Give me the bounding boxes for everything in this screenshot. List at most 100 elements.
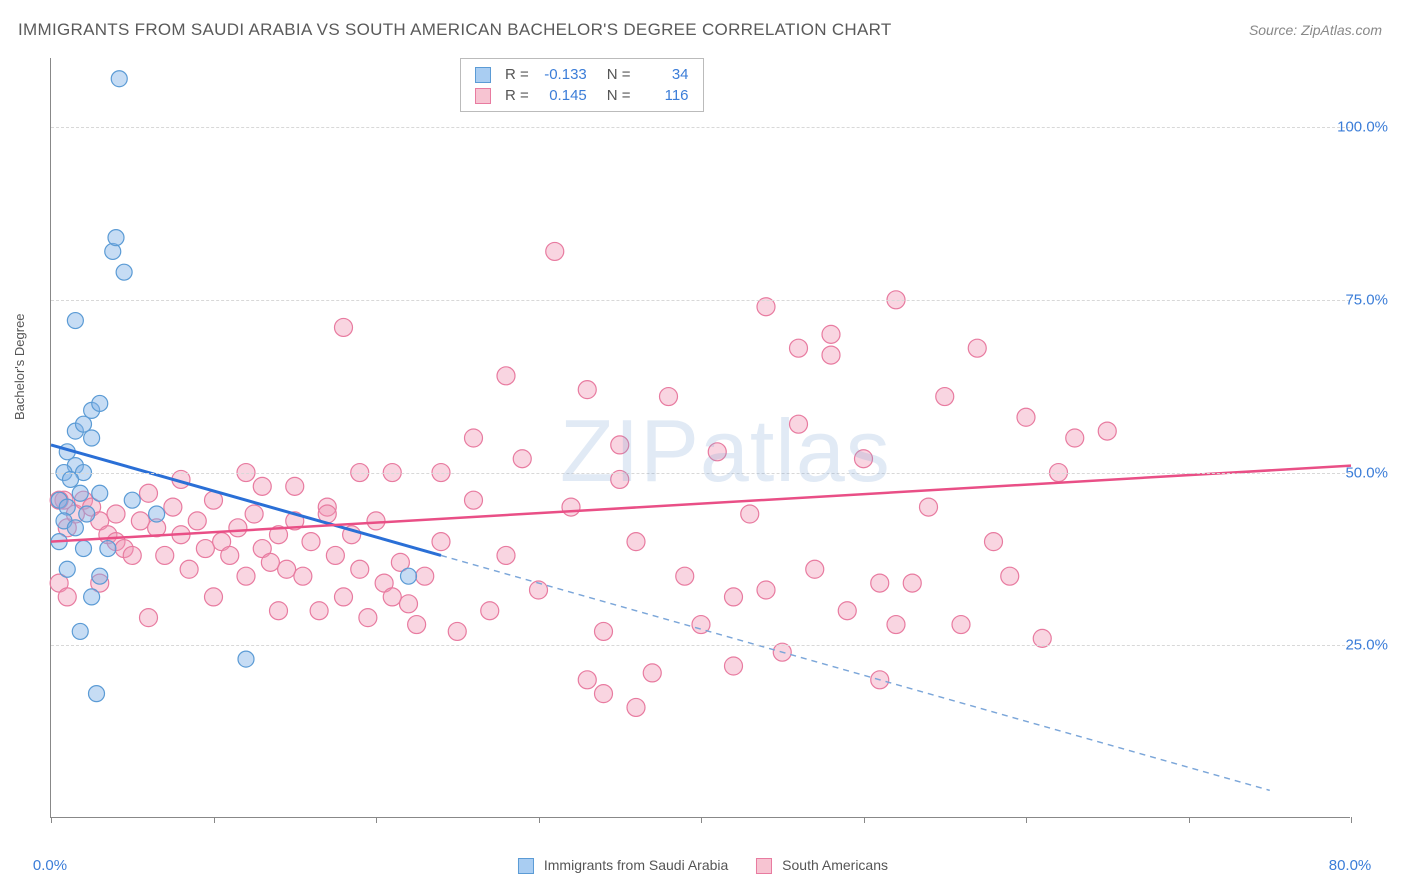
south_american-point — [465, 429, 483, 447]
south_american-point — [725, 588, 743, 606]
gridline — [51, 300, 1350, 301]
south_american-point — [278, 560, 296, 578]
south_american-point — [920, 498, 938, 516]
legend-item: Immigrants from Saudi Arabia — [518, 857, 728, 874]
gridline — [51, 127, 1350, 128]
south_american-point — [286, 477, 304, 495]
south_american-point — [497, 367, 515, 385]
south_american-point — [676, 567, 694, 585]
saudi-point — [111, 71, 127, 87]
south_american-point — [188, 512, 206, 530]
south_american-point — [627, 698, 645, 716]
south_american-point — [359, 609, 377, 627]
south_american-point — [822, 325, 840, 343]
y-tick-label: 75.0% — [1345, 291, 1388, 308]
south_american-point — [383, 588, 401, 606]
saudi-trendline-extrapolated — [441, 555, 1270, 790]
south_american-point — [140, 484, 158, 502]
saudi-point — [84, 589, 100, 605]
south_american-point — [578, 381, 596, 399]
saudi-point — [116, 264, 132, 280]
south_american-point — [205, 588, 223, 606]
south_american-point — [578, 671, 596, 689]
south_american-point — [123, 546, 141, 564]
south_american-point — [196, 540, 214, 558]
south_american-point — [952, 616, 970, 634]
plot-area — [50, 58, 1350, 818]
south_american-point — [351, 560, 369, 578]
south_american-point — [562, 498, 580, 516]
x-tick — [214, 817, 215, 823]
legend-swatch — [518, 858, 534, 874]
south_american-point — [107, 505, 125, 523]
legend-swatch — [756, 858, 772, 874]
south_american-point — [408, 616, 426, 634]
y-axis-label: Bachelor's Degree — [12, 313, 27, 420]
south_american-point — [164, 498, 182, 516]
saudi-point — [76, 541, 92, 557]
south_american-point — [936, 388, 954, 406]
south_american-point — [432, 533, 450, 551]
saudi-point — [149, 506, 165, 522]
south_american-point — [481, 602, 499, 620]
chart-title: IMMIGRANTS FROM SAUDI ARABIA VS SOUTH AM… — [18, 20, 892, 40]
x-tick — [1189, 817, 1190, 823]
south_american-point — [741, 505, 759, 523]
saudi-point — [79, 506, 95, 522]
source-label: Source: ZipAtlas.com — [1249, 22, 1382, 38]
south_american-point — [237, 567, 255, 585]
south_american-point — [270, 602, 288, 620]
south_american-point — [513, 450, 531, 468]
saudi-point — [92, 485, 108, 501]
south_american-point — [708, 443, 726, 461]
south_american-point — [140, 609, 158, 627]
x-tick-label: 0.0% — [33, 857, 67, 874]
saudi-point — [89, 686, 105, 702]
south_american-point — [660, 388, 678, 406]
south_american-point — [253, 477, 271, 495]
south_american-point — [416, 567, 434, 585]
south_american-point — [1001, 567, 1019, 585]
south_american-point — [1098, 422, 1116, 440]
south_american-point — [497, 546, 515, 564]
saudi-point — [108, 230, 124, 246]
south_american-point — [595, 685, 613, 703]
x-tick — [376, 817, 377, 823]
saudi-point — [238, 651, 254, 667]
south_american-point — [611, 436, 629, 454]
saudi-point — [92, 395, 108, 411]
gridline — [51, 473, 1350, 474]
south_american-point — [806, 560, 824, 578]
south_american-point — [1017, 408, 1035, 426]
bottom-legend: Immigrants from Saudi Arabia South Ameri… — [518, 857, 888, 874]
south_american-point — [595, 622, 613, 640]
x-tick — [1026, 817, 1027, 823]
saudi-point — [100, 541, 116, 557]
gridline — [51, 645, 1350, 646]
south_american-point — [627, 533, 645, 551]
saudi-point — [124, 492, 140, 508]
south_american-point — [294, 567, 312, 585]
south_american-point — [968, 339, 986, 357]
south_american-point — [822, 346, 840, 364]
south_american-point — [871, 574, 889, 592]
stat-row: R = -0.133 N = 34 — [475, 64, 689, 85]
south_american-point — [790, 339, 808, 357]
south_american-point — [838, 602, 856, 620]
south_american-point — [221, 546, 239, 564]
legend-item: South Americans — [756, 857, 888, 874]
y-tick-label: 100.0% — [1337, 119, 1388, 136]
south_american-point — [180, 560, 198, 578]
south_american-point — [326, 546, 344, 564]
stat-row: R = 0.145 N = 116 — [475, 85, 689, 106]
south_american-point — [1066, 429, 1084, 447]
south_american-point — [229, 519, 247, 537]
south_american-point — [302, 533, 320, 551]
south_american-point — [335, 318, 353, 336]
correlation-stats-box: R = -0.133 N = 34 R = 0.145 N = 116 — [460, 58, 704, 112]
saudi-point — [59, 561, 75, 577]
south_american-point — [757, 581, 775, 599]
south_american-point — [725, 657, 743, 675]
saudi-point — [84, 430, 100, 446]
south_american-point — [855, 450, 873, 468]
